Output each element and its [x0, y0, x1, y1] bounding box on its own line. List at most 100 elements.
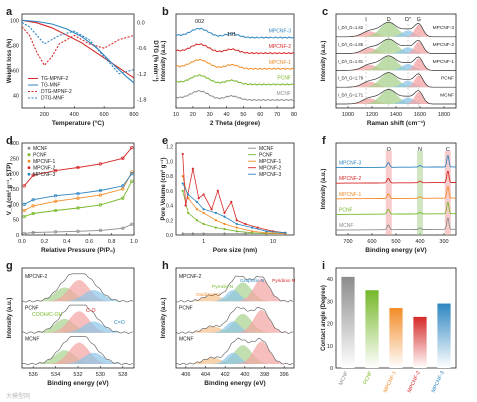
- x-tick-label: 70: [274, 112, 280, 118]
- data-point: [22, 231, 26, 236]
- data-point: [251, 230, 254, 233]
- data-point: [181, 182, 184, 185]
- y-tick-label: 30: [327, 299, 333, 305]
- data-point: [31, 211, 35, 216]
- y-tick-label: 200: [10, 172, 19, 178]
- data-point: [31, 204, 35, 208]
- data-point: [22, 202, 26, 206]
- series-label: PCNF: [441, 76, 454, 82]
- legend-label: PCNF: [33, 153, 47, 159]
- xps-curve: [175, 337, 294, 366]
- y2-tick-label: 0.0: [137, 21, 145, 27]
- y2-tick-label: -0.6: [137, 46, 146, 52]
- xps-curve: [175, 306, 294, 334]
- data-point: [130, 222, 134, 226]
- band-label: G: [417, 17, 421, 23]
- panel-d-frame: [21, 142, 135, 236]
- x-tick-label: 528: [118, 372, 127, 378]
- y-tick-label: 50: [13, 218, 19, 224]
- series-label: MCNF: [25, 337, 39, 343]
- data-point: [31, 198, 35, 202]
- x-tick-label: 0.6: [85, 239, 93, 245]
- data-point: [195, 208, 199, 211]
- fit-component: [176, 310, 293, 333]
- series-label: PCNF: [339, 207, 353, 213]
- fit-component: [22, 290, 133, 302]
- x-tick-label: 1200: [366, 112, 378, 118]
- panel-b: b 2 Theta (degree) Intensity (a.u.) 10 20 30 4…: [161, 6, 297, 127]
- x-tick-label: 300: [439, 239, 448, 245]
- x-tick-label: 396: [280, 372, 289, 378]
- series-line-MCNF: [175, 90, 295, 102]
- fit-component: [176, 321, 293, 333]
- peak-label: C: [446, 147, 450, 153]
- x-axis-label: Binding energy (eV): [47, 380, 108, 387]
- panel-letter-h: h: [162, 260, 169, 272]
- series-label: MPCNF-2: [25, 274, 47, 280]
- series-label: MPCNF-2: [269, 44, 291, 50]
- legend-label: MCNF: [33, 146, 47, 152]
- y-tick-label: 100: [10, 202, 19, 208]
- ratio-label: I_D/I_G=1.71: [338, 92, 364, 97]
- x-axis-label: Pore size (nm): [213, 247, 257, 254]
- x-tick-label: 530: [96, 372, 105, 378]
- series-line-PCNF: [175, 74, 295, 86]
- series-label: MCNF: [440, 92, 454, 98]
- data-point: [22, 208, 26, 213]
- data-point: [191, 232, 194, 235]
- x-axis-label: 2 Theta (degree): [210, 120, 260, 127]
- series-line-MPCNF-2: [175, 43, 295, 55]
- x-tick-label: 10: [173, 112, 179, 118]
- x-tick-label: 536: [29, 372, 38, 378]
- x-tick-label: 600: [367, 239, 376, 245]
- data-point: [202, 211, 205, 215]
- series-line-MCNF: [24, 223, 132, 234]
- panel-letter-d: d: [6, 135, 13, 147]
- x-tick-label: 50: [240, 112, 246, 118]
- legend-label: PCNF: [259, 153, 273, 159]
- data-point: [53, 194, 58, 198]
- data-point: [31, 230, 35, 235]
- legend-swatch: [27, 159, 31, 163]
- y-tick-label: 0: [330, 366, 333, 372]
- bar-MPCNF-1: [389, 308, 403, 368]
- data-point: [31, 173, 35, 177]
- panel-e-frame: [175, 142, 295, 236]
- x-tick-label: 404: [201, 372, 210, 378]
- data-point: [53, 199, 58, 203]
- data-point: [121, 156, 125, 160]
- data-point: [187, 193, 190, 196]
- data-point: [76, 206, 80, 210]
- data-point: [98, 193, 103, 197]
- fit-component: [22, 280, 133, 302]
- peak-label: Pyrrolic-N: [212, 284, 234, 290]
- category-label: MPCNF-2: [407, 370, 422, 394]
- peak-annotation: 101: [227, 32, 236, 38]
- panel-g: g Binding energy (eV) Intensity (a.u.) 536 5…: [6, 260, 135, 387]
- series-line-MPCNF-1: [23, 171, 133, 211]
- series-line-MPCNF-3: [182, 183, 286, 234]
- panel-i: i Contact angle (Degree) 0 10 20 30 40 MCNF PCNF…: [321, 260, 457, 394]
- series-label: MCNF: [277, 91, 291, 97]
- series-line-PCNF: [182, 190, 286, 234]
- data-point: [235, 230, 238, 233]
- fit-component: [22, 318, 133, 333]
- y-tick-label: 250: [10, 156, 19, 162]
- xps-curve: [21, 336, 134, 366]
- x-tick-label: 200: [40, 112, 49, 118]
- fit-component: [22, 321, 133, 333]
- data-point: [216, 189, 219, 192]
- data-point: [98, 162, 103, 166]
- raman-curve: [336, 21, 456, 38]
- category-label: PCNF: [362, 370, 373, 385]
- series-label: MPCNF-3: [339, 161, 361, 167]
- data-point: [130, 172, 134, 176]
- fit-component: [22, 287, 133, 302]
- band-label: I: [365, 17, 367, 23]
- data-point: [195, 219, 199, 222]
- series-line-MPCNF-3: [23, 173, 133, 205]
- y-tick-label: 40: [327, 277, 333, 283]
- y-tick-label: 0.8: [166, 174, 173, 180]
- series-label: MPCNF-3: [269, 29, 291, 35]
